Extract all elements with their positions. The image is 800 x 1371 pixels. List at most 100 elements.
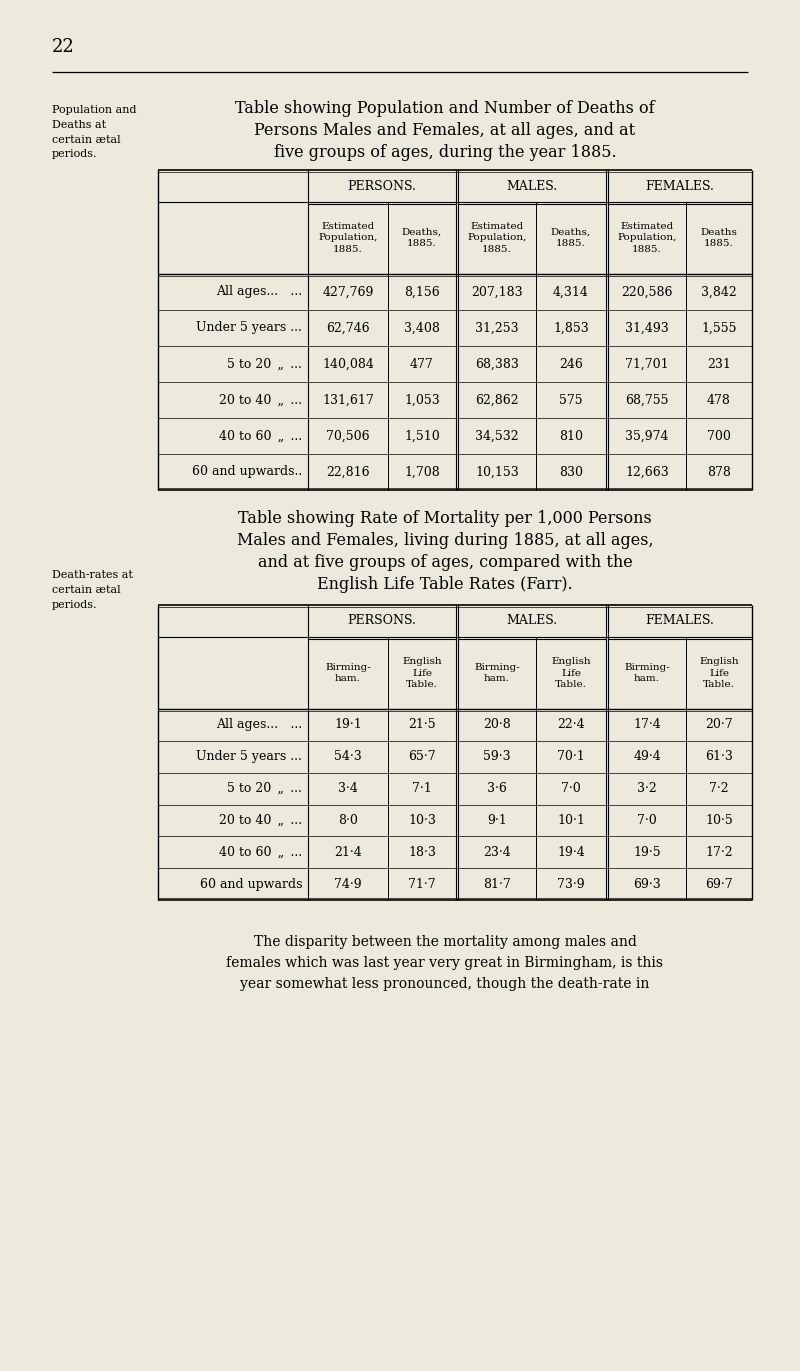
- Text: FEMALES.: FEMALES.: [646, 180, 714, 192]
- Text: 71·7: 71·7: [408, 877, 436, 891]
- Text: 10·5: 10·5: [705, 814, 733, 827]
- Text: Birming-
ham.: Birming- ham.: [474, 662, 520, 683]
- Text: 19·1: 19·1: [334, 718, 362, 731]
- Text: Estimated
Population,
1885.: Estimated Population, 1885.: [318, 222, 378, 254]
- Text: FEMALES.: FEMALES.: [646, 614, 714, 628]
- Text: 4,314: 4,314: [553, 285, 589, 299]
- Text: 207,183: 207,183: [471, 285, 523, 299]
- Text: The disparity between the mortality among males and: The disparity between the mortality amon…: [254, 935, 637, 949]
- Text: 22: 22: [52, 38, 74, 56]
- Text: 7·0: 7·0: [561, 781, 581, 795]
- Text: 878: 878: [707, 466, 731, 478]
- Text: 700: 700: [707, 429, 731, 443]
- Text: 40 to 60 „ ...: 40 to 60 „ ...: [219, 429, 302, 443]
- Text: 3,842: 3,842: [701, 285, 737, 299]
- Text: Estimated
Population,
1885.: Estimated Population, 1885.: [467, 222, 526, 254]
- Text: PERSONS.: PERSONS.: [347, 180, 417, 192]
- Text: 22·4: 22·4: [557, 718, 585, 731]
- Text: 3·2: 3·2: [637, 781, 657, 795]
- Text: 20·7: 20·7: [705, 718, 733, 731]
- Text: 3·4: 3·4: [338, 781, 358, 795]
- Text: 62,746: 62,746: [326, 322, 370, 335]
- Text: 3·6: 3·6: [487, 781, 507, 795]
- Text: 140,084: 140,084: [322, 358, 374, 370]
- Text: 49·4: 49·4: [633, 750, 661, 764]
- Text: 10·1: 10·1: [557, 814, 585, 827]
- Text: 19·4: 19·4: [557, 846, 585, 858]
- Text: 7·1: 7·1: [412, 781, 432, 795]
- Text: 40 to 60 „ ...: 40 to 60 „ ...: [219, 846, 302, 858]
- Text: PERSONS.: PERSONS.: [347, 614, 417, 628]
- Text: 81·7: 81·7: [483, 877, 511, 891]
- Text: 1,708: 1,708: [404, 466, 440, 478]
- Text: 830: 830: [559, 466, 583, 478]
- Text: 7·2: 7·2: [709, 781, 729, 795]
- Text: and at five groups of ages, compared with the: and at five groups of ages, compared wit…: [258, 554, 632, 570]
- Text: Birming-
ham.: Birming- ham.: [325, 662, 371, 683]
- Text: 68,755: 68,755: [626, 393, 669, 406]
- Text: 1,053: 1,053: [404, 393, 440, 406]
- Text: All ages... ...: All ages... ...: [216, 718, 302, 731]
- Text: Birming-
ham.: Birming- ham.: [624, 662, 670, 683]
- Text: 810: 810: [559, 429, 583, 443]
- Text: 10·3: 10·3: [408, 814, 436, 827]
- Text: 12,663: 12,663: [625, 466, 669, 478]
- Text: 427,769: 427,769: [322, 285, 374, 299]
- Text: 60 and upwards..: 60 and upwards..: [192, 466, 302, 478]
- Text: 31,253: 31,253: [475, 322, 519, 335]
- Text: Deaths,
1885.: Deaths, 1885.: [402, 228, 442, 248]
- Text: 231: 231: [707, 358, 731, 370]
- Text: 19·5: 19·5: [633, 846, 661, 858]
- Text: 220,586: 220,586: [622, 285, 673, 299]
- Text: Table showing Rate of Mortality per 1,000 Persons: Table showing Rate of Mortality per 1,00…: [238, 510, 652, 526]
- Text: Under 5 years ...: Under 5 years ...: [196, 750, 302, 764]
- Text: 575: 575: [559, 393, 583, 406]
- Text: 71,701: 71,701: [625, 358, 669, 370]
- Text: Under 5 years ...: Under 5 years ...: [196, 322, 302, 335]
- Text: 5 to 20 „ ...: 5 to 20 „ ...: [227, 358, 302, 370]
- Text: 65·7: 65·7: [408, 750, 436, 764]
- Text: 131,617: 131,617: [322, 393, 374, 406]
- Text: 3,408: 3,408: [404, 322, 440, 335]
- Text: 73·9: 73·9: [557, 877, 585, 891]
- Text: 1,853: 1,853: [553, 322, 589, 335]
- Text: 9·1: 9·1: [487, 814, 507, 827]
- Text: English
Life
Table.: English Life Table.: [402, 657, 442, 690]
- Text: 17·2: 17·2: [705, 846, 733, 858]
- Text: English
Life
Table.: English Life Table.: [699, 657, 739, 690]
- Text: English
Life
Table.: English Life Table.: [551, 657, 591, 690]
- Text: year somewhat less pronounced, though the death-rate in: year somewhat less pronounced, though th…: [240, 978, 650, 991]
- Text: 18·3: 18·3: [408, 846, 436, 858]
- Text: 477: 477: [410, 358, 434, 370]
- Text: 69·7: 69·7: [705, 877, 733, 891]
- Text: 20·8: 20·8: [483, 718, 511, 731]
- Text: 10,153: 10,153: [475, 466, 519, 478]
- Text: 35,974: 35,974: [626, 429, 669, 443]
- Text: 5 to 20 „ ...: 5 to 20 „ ...: [227, 781, 302, 795]
- Text: 478: 478: [707, 393, 731, 406]
- Text: females which was last year very great in Birmingham, is this: females which was last year very great i…: [226, 956, 663, 971]
- Text: Deaths,
1885.: Deaths, 1885.: [551, 228, 591, 248]
- Text: 1,510: 1,510: [404, 429, 440, 443]
- Text: 59·3: 59·3: [483, 750, 511, 764]
- Text: five groups of ages, during the year 1885.: five groups of ages, during the year 188…: [274, 144, 616, 160]
- Text: 69·3: 69·3: [633, 877, 661, 891]
- Text: 246: 246: [559, 358, 583, 370]
- Text: 68,383: 68,383: [475, 358, 519, 370]
- Text: All ages... ...: All ages... ...: [216, 285, 302, 299]
- Text: 20 to 40 „ ...: 20 to 40 „ ...: [219, 814, 302, 827]
- Text: 8·0: 8·0: [338, 814, 358, 827]
- Text: 31,493: 31,493: [625, 322, 669, 335]
- Text: English Life Table Rates (Farr).: English Life Table Rates (Farr).: [317, 576, 573, 594]
- Text: MALES.: MALES.: [506, 614, 558, 628]
- Text: Population and
Deaths at
certain ætal
periods.: Population and Deaths at certain ætal pe…: [52, 106, 137, 159]
- Text: Persons Males and Females, at all ages, and at: Persons Males and Females, at all ages, …: [254, 122, 635, 138]
- Text: 20 to 40 „ ...: 20 to 40 „ ...: [219, 393, 302, 406]
- Text: 74·9: 74·9: [334, 877, 362, 891]
- Text: 17·4: 17·4: [633, 718, 661, 731]
- Text: 61·3: 61·3: [705, 750, 733, 764]
- Text: 62,862: 62,862: [475, 393, 519, 406]
- Text: 21·4: 21·4: [334, 846, 362, 858]
- Text: 23·4: 23·4: [483, 846, 511, 858]
- Text: Death-rates at
certain ætal
periods.: Death-rates at certain ætal periods.: [52, 570, 133, 610]
